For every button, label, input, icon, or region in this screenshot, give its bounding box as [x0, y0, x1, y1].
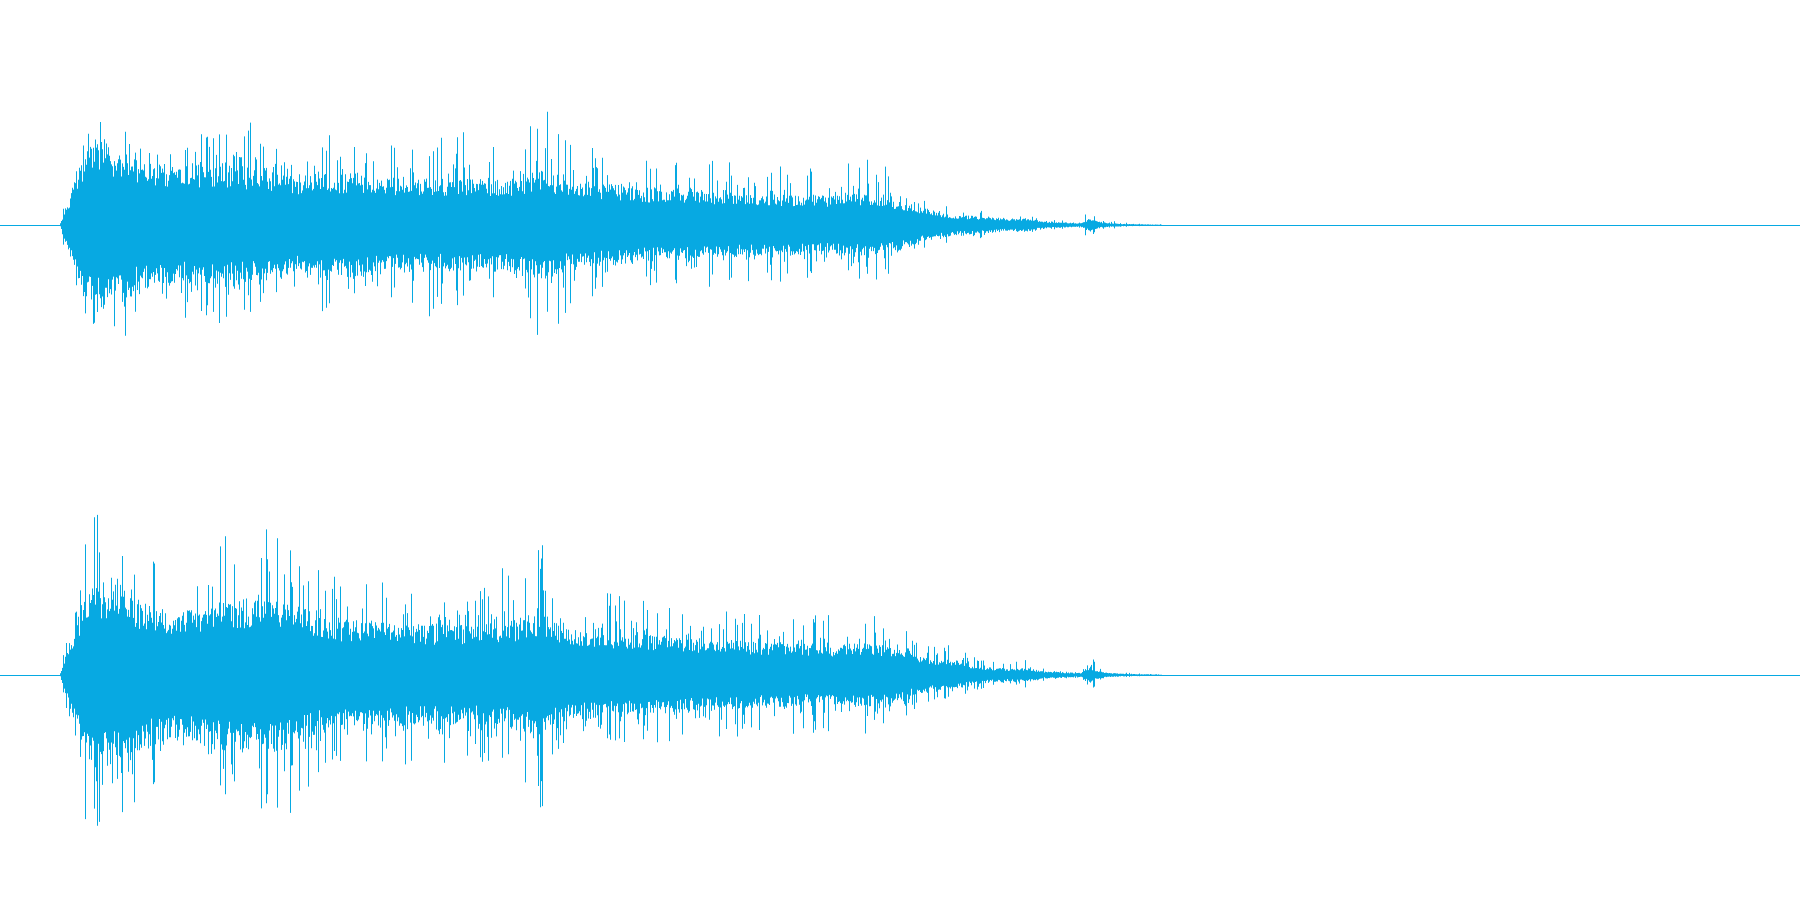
channel-2-waveform — [0, 514, 1800, 826]
channel-2-waveform-trace — [59, 514, 1162, 826]
channel-1-waveform-trace — [59, 111, 1162, 336]
channel-1-waveform — [0, 111, 1800, 336]
